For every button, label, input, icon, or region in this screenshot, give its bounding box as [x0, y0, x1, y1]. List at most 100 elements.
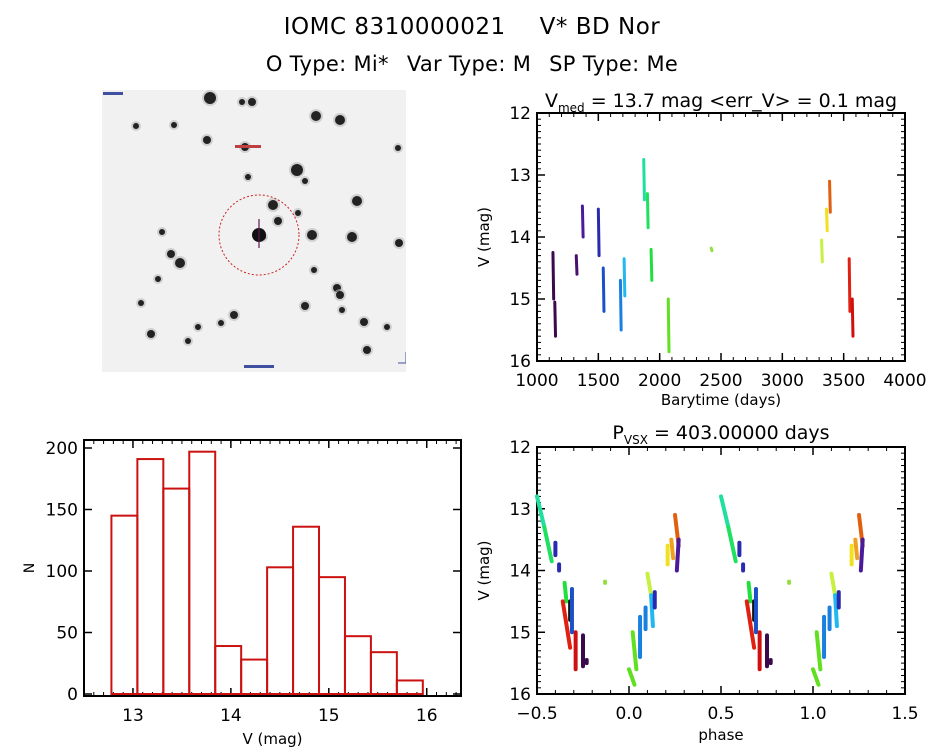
star	[204, 92, 216, 104]
histogram-bar	[240, 658, 269, 695]
object-type: O Type: Mi*	[265, 52, 389, 76]
data-point-group	[674, 537, 681, 573]
data-point-group	[858, 537, 865, 573]
data-point-group	[820, 238, 824, 264]
data-point-group	[645, 192, 650, 230]
x-tick-label: 4000	[883, 371, 926, 391]
y-tick-label: 15	[509, 290, 531, 310]
data-point-group	[553, 300, 558, 338]
star	[203, 136, 211, 144]
star	[311, 111, 321, 121]
star	[230, 311, 238, 319]
star	[155, 276, 161, 282]
star	[159, 229, 165, 235]
data-point-group	[709, 246, 714, 253]
y-tick-label: 16	[509, 685, 531, 705]
star	[352, 196, 362, 206]
data-point-group	[666, 297, 671, 354]
x-tick-label: 2000	[638, 371, 681, 391]
data-point-group	[719, 494, 731, 530]
data-point-group	[744, 599, 757, 650]
x-tick-label: 16	[416, 706, 438, 726]
y-tick-label: 14	[509, 562, 531, 582]
star	[195, 324, 201, 330]
spectral-type: SP Type: Me	[549, 52, 679, 76]
figure-subtitle: O Type: Mi* Var Type: M SP Type: Me	[0, 52, 944, 76]
star	[384, 324, 390, 330]
histogram-bar	[343, 635, 372, 696]
histogram-bar	[162, 487, 191, 695]
data-point-group	[853, 537, 860, 561]
data-point-group	[649, 247, 654, 282]
data-point-group	[630, 630, 639, 672]
x-tick-label: 13	[122, 706, 144, 726]
plot-frame	[536, 112, 906, 362]
phase-curve-chart: PVSX = 403.00000 days −0.5 0.0 0.5 1.0 1.5 12 1…	[475, 422, 919, 744]
star	[301, 302, 309, 310]
data-point-group	[580, 204, 585, 239]
x-axis-label: phase	[698, 726, 743, 744]
star	[239, 99, 245, 105]
x-tick-label: 1000	[515, 371, 558, 391]
data-point-group	[562, 580, 569, 604]
star	[133, 123, 139, 129]
object-id: IOMC 8310000021	[283, 14, 506, 40]
y-tick-label: 12	[509, 438, 531, 458]
y-tick-label: 13	[509, 166, 531, 186]
data-point-group	[746, 580, 753, 604]
x-axis-label: Barytime (days)	[661, 391, 781, 409]
y-tick-label: 15	[509, 623, 531, 643]
y-axis-label: V (mag)	[475, 207, 493, 267]
target-label	[235, 145, 261, 148]
star	[138, 300, 144, 306]
data-point-group	[850, 297, 855, 338]
variability-type: Var Type: M	[406, 52, 532, 76]
survey-label	[103, 92, 123, 95]
star	[218, 320, 224, 326]
y-axis-label: N	[22, 563, 38, 573]
plot-frame	[83, 439, 462, 697]
y-tick-label: 16	[509, 352, 531, 372]
data-point-group	[618, 278, 623, 332]
star	[295, 210, 301, 216]
histogram-chart: 13 14 15 16 0 50 100 150 200 V (mag) N	[22, 439, 462, 747]
y-tick-label: 100	[46, 562, 78, 582]
x-tick-label: 14	[220, 706, 242, 726]
data-point-group	[847, 257, 852, 313]
histogram-bar	[136, 458, 165, 695]
star	[307, 230, 317, 240]
data-point-group	[669, 537, 676, 561]
data-point-group	[535, 494, 547, 530]
histogram-bar	[318, 576, 346, 696]
star	[395, 145, 401, 151]
y-tick-label: 200	[46, 439, 78, 459]
star	[245, 174, 251, 180]
figure-title: IOMC 8310000021 V* BD Nor	[0, 14, 944, 40]
target-circle	[218, 194, 300, 276]
data-point-group	[627, 667, 637, 687]
x-tick-label: 0.0	[615, 704, 642, 724]
histogram-bar	[214, 645, 243, 696]
plot-frame	[536, 446, 906, 695]
x-tick-label: 1500	[577, 371, 620, 391]
data-point-group	[811, 667, 821, 687]
data-point-group	[828, 179, 832, 214]
data-point-group	[814, 630, 823, 672]
data-point-group	[596, 207, 601, 258]
star	[291, 164, 303, 176]
star	[395, 239, 403, 247]
y-tick-label: 50	[56, 624, 78, 644]
star	[363, 346, 371, 354]
star	[311, 267, 317, 273]
x-tick-label: 1.5	[891, 704, 918, 724]
data-point-group	[601, 266, 606, 313]
star	[248, 98, 256, 106]
data-point-group	[824, 207, 829, 233]
star	[274, 217, 282, 225]
histogram-bar	[188, 450, 217, 695]
histogram-bar	[292, 525, 321, 695]
sky-finder-image	[102, 90, 406, 372]
object-name: V* BD Nor	[539, 14, 661, 40]
x-tick-label: 3000	[761, 371, 804, 391]
histogram-bar	[110, 514, 139, 696]
